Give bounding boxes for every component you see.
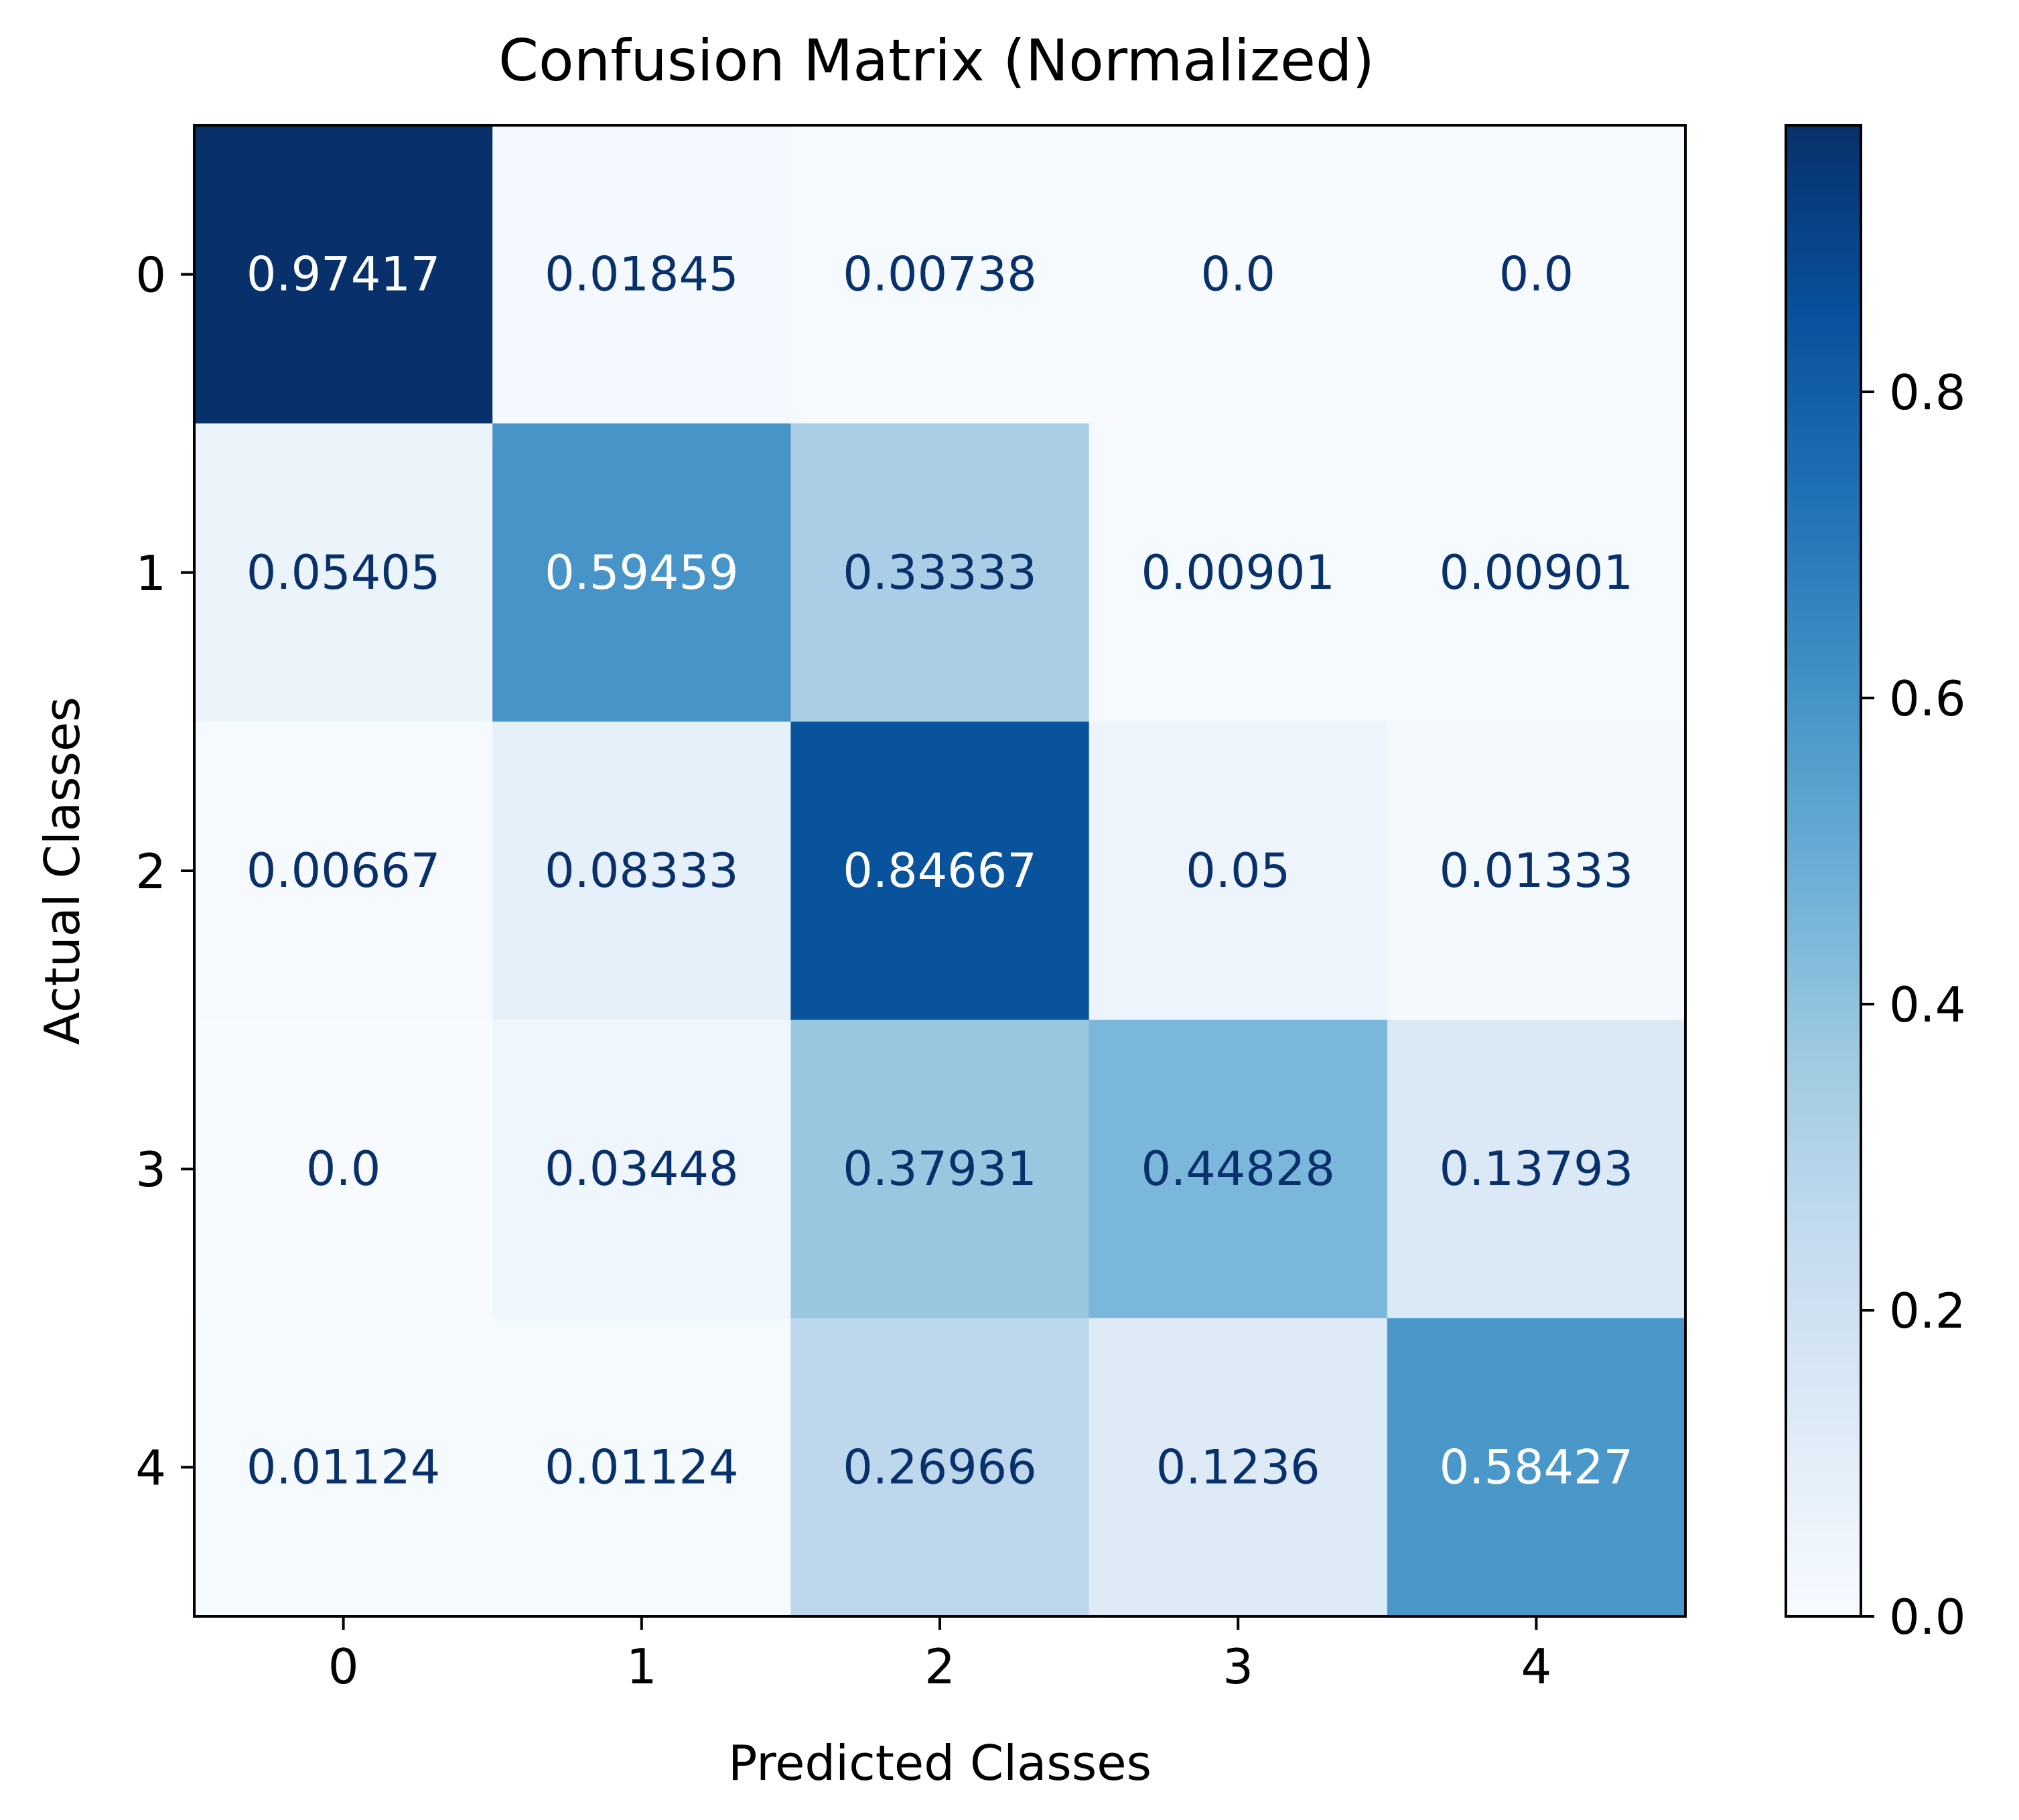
cell-value-label: 0.01845: [545, 247, 738, 302]
heatmap-cell-r3-c2: [790, 1020, 1090, 1319]
heatmap-cell-r3-c4: [1387, 1020, 1686, 1319]
heatmap-cell-r4-c2: [790, 1318, 1090, 1617]
colorbar-tick-label: 0.4: [1889, 977, 1966, 1033]
heatmap-cell-r0-c0: [194, 125, 493, 424]
heatmap-cell-r1-c0: [194, 423, 493, 722]
x-tick-label: 0: [328, 1638, 359, 1695]
heatmap-cell-r2-c3: [1089, 721, 1388, 1021]
heatmap-cell-r0-c1: [492, 125, 791, 424]
heatmap-cell-r0-c2: [790, 125, 1090, 424]
cell-value-label: 0.97417: [247, 247, 440, 302]
cell-value-label: 0.26966: [843, 1440, 1036, 1494]
cell-value-label: 0.03448: [545, 1141, 738, 1196]
heatmap-cell-r2-c1: [492, 721, 791, 1021]
heatmap-cell-r3-c0: [194, 1020, 493, 1319]
heatmap-cell-r4-c3: [1089, 1318, 1388, 1617]
heatmap-cell-r2-c0: [194, 721, 493, 1021]
heatmap-cell-r3-c1: [492, 1020, 791, 1319]
cell-value-label: 0.05: [1186, 843, 1290, 898]
heatmap-cell-r2-c4: [1387, 721, 1686, 1021]
x-tick-label: 4: [1521, 1638, 1551, 1695]
colorbar-tick-label: 0.0: [1889, 1589, 1966, 1645]
heatmap-cell-r1-c2: [790, 423, 1090, 722]
x-tick-label: 3: [1223, 1638, 1253, 1695]
heatmap-cell-r3-c3: [1089, 1020, 1388, 1319]
x-axis-label: Predicted Classes: [728, 1735, 1152, 1791]
cell-value-label: 0.05405: [247, 545, 440, 600]
heatmap-cells: [194, 125, 1686, 1617]
colorbar-tick-label: 0.6: [1889, 671, 1966, 727]
y-tick-label: 1: [135, 545, 166, 602]
heatmap-cell-r4-c1: [492, 1318, 791, 1617]
cell-value-label: 0.0: [1499, 247, 1574, 302]
cell-value-label: 0.59459: [545, 545, 738, 600]
heatmap-cell-r0-c4: [1387, 125, 1686, 424]
x-tick-label: 2: [924, 1638, 955, 1695]
y-tick-label: 2: [135, 843, 166, 900]
cell-value-label: 0.37931: [843, 1141, 1036, 1196]
cell-value-label: 0.44828: [1141, 1141, 1334, 1196]
heatmap-cell-labels: 0.97417 0.01845 0.00738 0.0 0.0 0.05405 0.5945…: [247, 247, 1633, 1495]
y-tick-label: 3: [135, 1141, 166, 1198]
colorbar-frame: [1785, 124, 1862, 1618]
cell-value-label: 0.13793: [1440, 1141, 1633, 1196]
colorbar-tick-label: 0.8: [1889, 364, 1966, 421]
colorbar-tick-label: 0.2: [1889, 1283, 1966, 1339]
cell-value-label: 0.00901: [1440, 545, 1633, 600]
heatmap-cell-r1-c4: [1387, 423, 1686, 722]
x-tick-label: 1: [626, 1638, 657, 1695]
y-axis-label: Actual Classes: [34, 697, 90, 1045]
cell-value-label: 0.01124: [247, 1440, 440, 1494]
cell-value-label: 0.00738: [843, 247, 1036, 302]
heatmap-cell-r0-c3: [1089, 125, 1388, 424]
cell-value-label: 0.08333: [545, 843, 738, 898]
cell-value-label: 0.1236: [1156, 1440, 1320, 1494]
chart-title: Confusion Matrix (Normalized): [498, 27, 1375, 94]
x-axis-ticks: 0 1 2 3 4: [328, 1616, 1551, 1695]
cell-value-label: 0.58427: [1440, 1440, 1633, 1494]
y-axis-ticks: 0 1 2 3 4: [135, 247, 194, 1496]
y-tick-label: 0: [135, 247, 166, 303]
cell-value-label: 0.0: [1201, 247, 1275, 302]
cell-value-label: 0.84667: [843, 843, 1036, 898]
colorbar-ticks: 0.0 0.2 0.4 0.6 0.8: [1861, 364, 1966, 1645]
heatmap-cell-r4-c0: [194, 1318, 493, 1617]
cell-value-label: 0.33333: [843, 545, 1036, 600]
cell-value-label: 0.01333: [1440, 843, 1633, 898]
cell-value-label: 0.00901: [1141, 545, 1334, 600]
cell-value-label: 0.00667: [247, 843, 440, 898]
heatmap-cell-r4-c4: [1387, 1318, 1686, 1617]
cell-value-label: 0.01124: [545, 1440, 738, 1494]
heatmap-cell-r1-c1: [492, 423, 791, 722]
heatmap-cell-r1-c3: [1089, 423, 1388, 722]
cell-value-label: 0.0: [306, 1141, 380, 1196]
y-tick-label: 4: [135, 1440, 166, 1496]
heatmap-cell-r2-c2: [790, 721, 1090, 1021]
colorbar: [1786, 125, 1861, 1616]
